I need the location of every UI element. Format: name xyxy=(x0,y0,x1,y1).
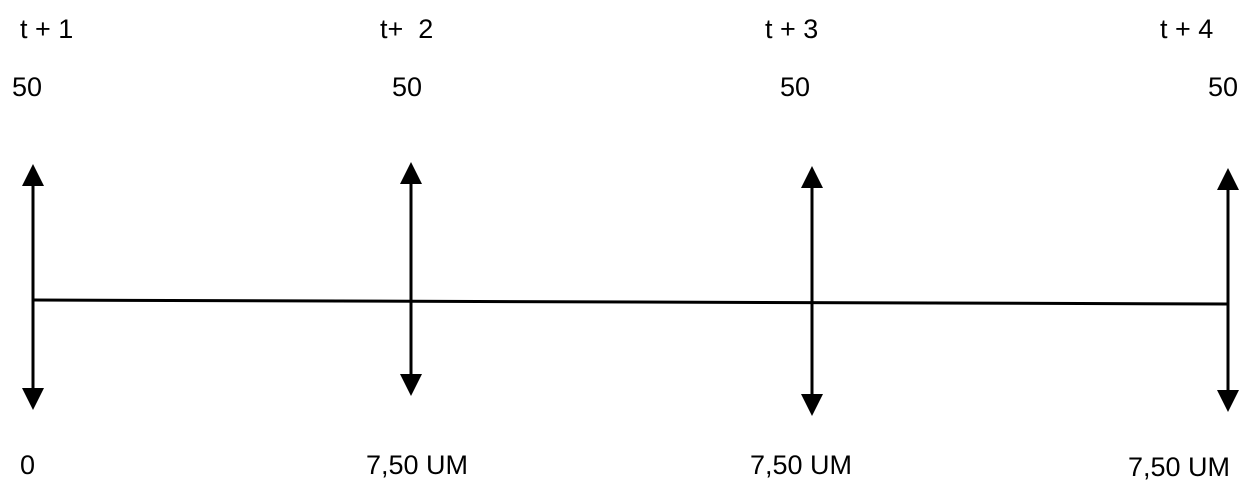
period-2: t+ 2 50 7,50 UM xyxy=(366,14,468,480)
period-2-label: t+ 2 xyxy=(380,14,433,44)
period-4-inflow-value: 50 xyxy=(1208,72,1238,102)
period-4: t + 4 50 7,50 UM xyxy=(1128,14,1239,482)
period-3-up-arrowhead xyxy=(801,166,823,188)
period-1-inflow-value: 50 xyxy=(12,72,42,102)
period-1-outflow-value: 0 xyxy=(20,450,35,480)
period-4-label: t + 4 xyxy=(1160,14,1213,44)
period-4-outflow-value: 7,50 UM xyxy=(1128,452,1230,482)
period-3: t + 3 50 7,50 UM xyxy=(750,14,852,480)
period-2-inflow-value: 50 xyxy=(392,72,422,102)
period-4-down-arrowhead xyxy=(1217,390,1239,412)
time-axis-line xyxy=(32,298,1229,306)
period-1-up-arrowhead xyxy=(22,164,44,186)
period-3-inflow-value: 50 xyxy=(780,72,810,102)
period-2-down-arrowhead xyxy=(400,374,422,396)
period-2-outflow-value: 7,50 UM xyxy=(366,450,468,480)
period-2-up-arrowhead xyxy=(400,162,422,184)
period-3-outflow-value: 7,50 UM xyxy=(750,450,852,480)
period-1-down-arrowhead xyxy=(22,388,44,410)
period-3-down-arrowhead xyxy=(801,394,823,416)
period-1: t + 1 50 0 xyxy=(12,14,73,480)
period-1-label: t + 1 xyxy=(20,14,73,44)
period-3-label: t + 3 xyxy=(765,14,818,44)
period-4-up-arrowhead xyxy=(1217,168,1239,190)
